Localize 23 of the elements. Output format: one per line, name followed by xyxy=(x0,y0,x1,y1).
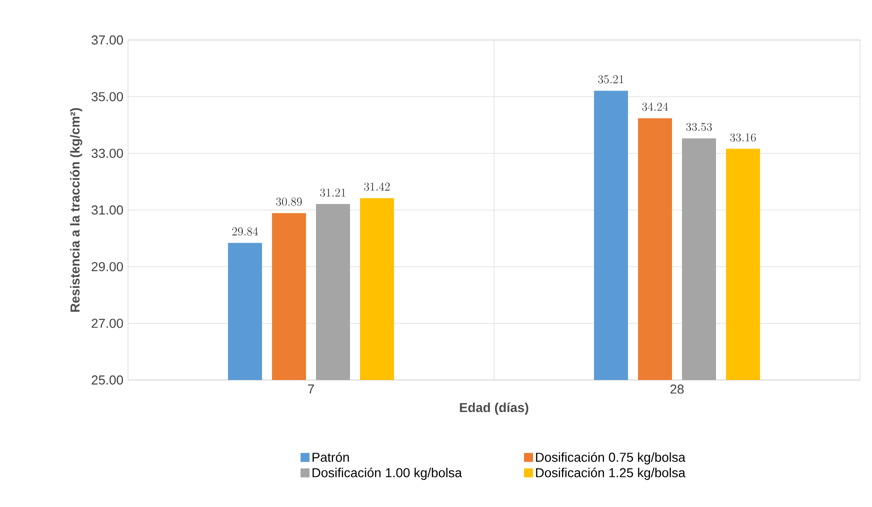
x-tick-label: 7 xyxy=(308,384,314,394)
y-axis-title: Resistencia a la tracción (kg/cm²) xyxy=(70,108,82,312)
data-label: 29.84 xyxy=(232,227,258,236)
x-tick-label: 28 xyxy=(670,384,684,394)
data-label: 35.21 xyxy=(598,75,624,84)
data-label: 33. 16 xyxy=(730,133,756,142)
y-tick-label: 35.00 xyxy=(92,92,123,102)
data-label: 31 .42 xyxy=(364,182,390,191)
y-tick-label: 31.00 xyxy=(92,205,123,215)
legend-label: Patrón xyxy=(312,452,349,462)
y-tick-label: 29.00 xyxy=(92,262,123,272)
legend-label: Dosificación 1.25 kg/bolsa xyxy=(536,468,686,480)
x-axis-title: Edad (días) xyxy=(460,402,528,415)
y-tick-label: 27.00 xyxy=(92,318,123,328)
legend-label: Dosificación 1.00 kg/bolsa xyxy=(312,468,462,480)
data-label: 34.24 xyxy=(642,102,668,111)
y-tick-label: 37.00 xyxy=(92,35,123,45)
data-label: 33.53 xyxy=(686,122,712,132)
data-label: 30.89 xyxy=(276,198,302,206)
legend-label: Dosificación 0.75 kg/bolsa xyxy=(536,452,686,464)
y-tick-label: 25.00 xyxy=(92,375,123,385)
data-label: 31 .21 xyxy=(320,188,346,197)
y-tick-label: 33.00 xyxy=(92,148,123,158)
